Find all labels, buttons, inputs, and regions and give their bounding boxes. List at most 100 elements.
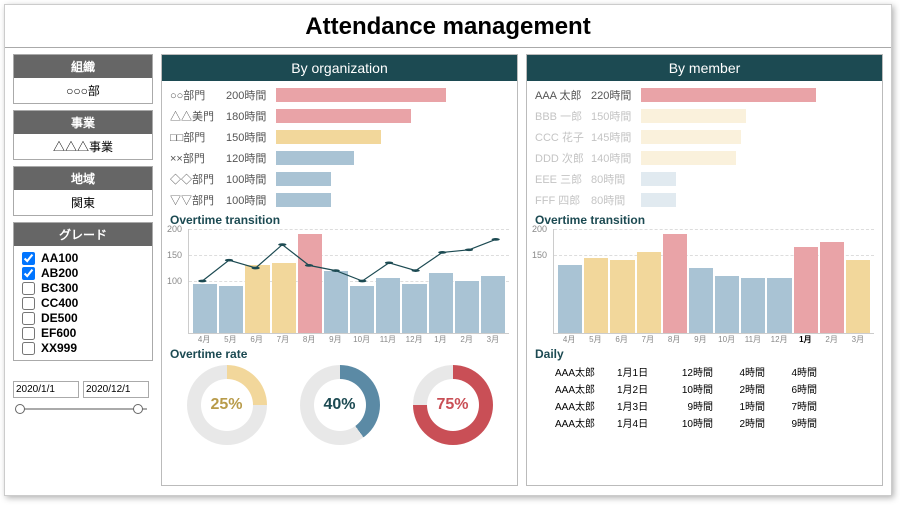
grade-checkbox[interactable] bbox=[22, 297, 35, 310]
grade-label: XX999 bbox=[41, 341, 77, 355]
filter-grade: グレード AA100AB200BC300CC400DE500EF600XX999 bbox=[13, 222, 153, 361]
grade-item[interactable]: AA100 bbox=[22, 251, 144, 265]
ot-bar[interactable] bbox=[584, 258, 608, 333]
x-label: 4月 bbox=[557, 334, 581, 345]
grade-item[interactable]: XX999 bbox=[22, 341, 144, 355]
daily-cell: 1月2日 bbox=[617, 381, 661, 396]
x-label: 7月 bbox=[636, 334, 660, 345]
daily-cell: 1時間 bbox=[721, 398, 765, 413]
x-label: 10月 bbox=[715, 334, 739, 345]
hbar-value: 100時間 bbox=[226, 171, 276, 187]
hbar-row[interactable]: FFF 四郎80時間 bbox=[535, 192, 874, 208]
hbar-bar bbox=[276, 172, 331, 186]
filter-biz[interactable]: 事業 △△△事業 bbox=[13, 110, 153, 160]
date-slider[interactable] bbox=[13, 402, 153, 416]
hbar-row[interactable]: EEE 三郎80時間 bbox=[535, 171, 874, 187]
hbar-label: ××部門 bbox=[170, 150, 226, 166]
hbar-row[interactable]: DDD 次郎140時間 bbox=[535, 150, 874, 166]
grade-item[interactable]: BC300 bbox=[22, 281, 144, 295]
daily-cell: AAA太郎 bbox=[555, 364, 609, 379]
filter-biz-label: 事業 bbox=[14, 111, 152, 134]
hbar-row[interactable]: ○○部門200時間 bbox=[170, 87, 509, 103]
daily-row[interactable]: AAA太郎1月1日12時間4時間4時間 bbox=[535, 363, 874, 380]
daily-row[interactable]: AAA太郎1月4日10時間2時間9時間 bbox=[535, 414, 874, 431]
hbar-row[interactable]: ▽▽部門100時間 bbox=[170, 192, 509, 208]
x-label: 9月 bbox=[323, 334, 347, 345]
hbar-row[interactable]: ××部門120時間 bbox=[170, 150, 509, 166]
hbar-bar bbox=[641, 130, 741, 144]
hbar-label: EEE 三郎 bbox=[535, 171, 591, 187]
hbar-row[interactable]: □□部門150時間 bbox=[170, 129, 509, 145]
donut-value: 40% bbox=[323, 396, 355, 414]
hbar-value: 80時間 bbox=[591, 192, 641, 208]
grade-checkbox[interactable] bbox=[22, 282, 35, 295]
mem-daily-title: Daily bbox=[535, 347, 874, 361]
hbar-label: ▽▽部門 bbox=[170, 192, 226, 208]
mem-ot-title: Overtime transition bbox=[535, 213, 874, 227]
hbar-label: CCC 花子 bbox=[535, 129, 591, 145]
ot-bar[interactable] bbox=[689, 268, 713, 333]
hbar-value: 145時間 bbox=[591, 129, 641, 145]
donut-value: 25% bbox=[210, 396, 242, 414]
grade-checkbox[interactable] bbox=[22, 342, 35, 355]
grade-checkbox[interactable] bbox=[22, 267, 35, 280]
donut-chart: 75% bbox=[413, 365, 493, 445]
x-label: 5月 bbox=[218, 334, 242, 345]
daily-row[interactable]: AAA太郎1月3日9時間1時間7時間 bbox=[535, 397, 874, 414]
daily-row[interactable]: AAA太郎1月2日10時間2時間6時間 bbox=[535, 380, 874, 397]
grade-item[interactable]: DE500 bbox=[22, 311, 144, 325]
hbar-value: 200時間 bbox=[226, 87, 276, 103]
ot-bar[interactable] bbox=[767, 278, 791, 333]
hbar-row[interactable]: ◇◇部門100時間 bbox=[170, 171, 509, 187]
daily-cell: 2時間 bbox=[721, 381, 765, 396]
daily-cell: 9時間 bbox=[773, 415, 817, 430]
filter-org[interactable]: 組織 ○○○部 bbox=[13, 54, 153, 104]
hbar-label: DDD 次郎 bbox=[535, 150, 591, 166]
hbar-row[interactable]: △△美門180時間 bbox=[170, 108, 509, 124]
grade-label: DE500 bbox=[41, 311, 78, 325]
hbar-label: △△美門 bbox=[170, 108, 226, 124]
x-label: 3月 bbox=[481, 334, 505, 345]
grade-item[interactable]: AB200 bbox=[22, 266, 144, 280]
x-label: 12月 bbox=[402, 334, 426, 345]
sidebar: 組織 ○○○部 事業 △△△事業 地域 関東 グレード AA100AB200BC… bbox=[5, 48, 161, 492]
daily-cell: 4時間 bbox=[773, 364, 817, 379]
x-label: 8月 bbox=[662, 334, 686, 345]
daily-cell: 10時間 bbox=[669, 415, 713, 430]
ot-bar[interactable] bbox=[846, 260, 870, 333]
filter-region[interactable]: 地域 関東 bbox=[13, 166, 153, 216]
grade-item[interactable]: EF600 bbox=[22, 326, 144, 340]
ot-bar[interactable] bbox=[663, 234, 687, 333]
hbar-bar bbox=[276, 109, 411, 123]
filter-org-label: 組織 bbox=[14, 55, 152, 78]
daily-cell: 12時間 bbox=[669, 364, 713, 379]
ot-bar[interactable] bbox=[741, 278, 765, 333]
hbar-bar bbox=[641, 193, 676, 207]
grade-checkbox[interactable] bbox=[22, 327, 35, 340]
ot-bar[interactable] bbox=[637, 252, 661, 333]
hbar-row[interactable]: AAA 太郎220時間 bbox=[535, 87, 874, 103]
ot-bar[interactable] bbox=[794, 247, 818, 333]
filter-region-label: 地域 bbox=[14, 167, 152, 190]
hbar-value: 120時間 bbox=[226, 150, 276, 166]
ot-bar[interactable] bbox=[715, 276, 739, 333]
daily-cell: 6時間 bbox=[773, 381, 817, 396]
hbar-row[interactable]: BBB 一郎150時間 bbox=[535, 108, 874, 124]
x-label: 6月 bbox=[610, 334, 634, 345]
hbar-bar bbox=[276, 130, 381, 144]
grade-checkbox[interactable] bbox=[22, 312, 35, 325]
grade-checkbox[interactable] bbox=[22, 252, 35, 265]
ot-bar[interactable] bbox=[558, 265, 582, 333]
ot-bar[interactable] bbox=[820, 242, 844, 333]
grade-item[interactable]: CC400 bbox=[22, 296, 144, 310]
x-label: 10月 bbox=[350, 334, 374, 345]
date-to-input[interactable] bbox=[83, 381, 149, 398]
hbar-row[interactable]: CCC 花子145時間 bbox=[535, 129, 874, 145]
x-label: 12月 bbox=[767, 334, 791, 345]
date-from-input[interactable] bbox=[13, 381, 79, 398]
ot-bar[interactable] bbox=[610, 260, 634, 333]
hbar-label: ○○部門 bbox=[170, 87, 226, 103]
hbar-value: 80時間 bbox=[591, 171, 641, 187]
hbar-bar bbox=[641, 88, 816, 102]
hbar-value: 180時間 bbox=[226, 108, 276, 124]
